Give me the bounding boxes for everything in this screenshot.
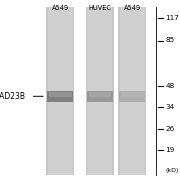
Text: 117: 117	[166, 15, 179, 21]
Bar	[121, 92, 144, 97]
Text: 26: 26	[166, 126, 175, 132]
Bar	[145, 7, 146, 175]
Bar	[46, 7, 48, 175]
Bar	[46, 7, 74, 175]
Bar	[47, 91, 73, 102]
Bar	[86, 7, 114, 175]
Bar	[86, 7, 87, 175]
Bar	[119, 91, 145, 102]
Text: 48: 48	[166, 82, 175, 89]
Text: RAD23B: RAD23B	[0, 92, 25, 101]
Text: 19: 19	[166, 147, 175, 153]
Text: 85: 85	[166, 37, 175, 44]
Bar	[87, 91, 113, 102]
Bar	[118, 7, 120, 175]
Text: A549: A549	[52, 4, 69, 10]
Text: A549: A549	[124, 4, 141, 10]
Bar	[118, 7, 146, 175]
Text: 34: 34	[166, 104, 175, 110]
Bar	[112, 7, 114, 175]
Bar	[89, 92, 111, 97]
Bar	[73, 7, 74, 175]
Text: (kD): (kD)	[166, 168, 179, 173]
Bar	[49, 92, 72, 97]
Text: HUVEC: HUVEC	[88, 4, 111, 10]
